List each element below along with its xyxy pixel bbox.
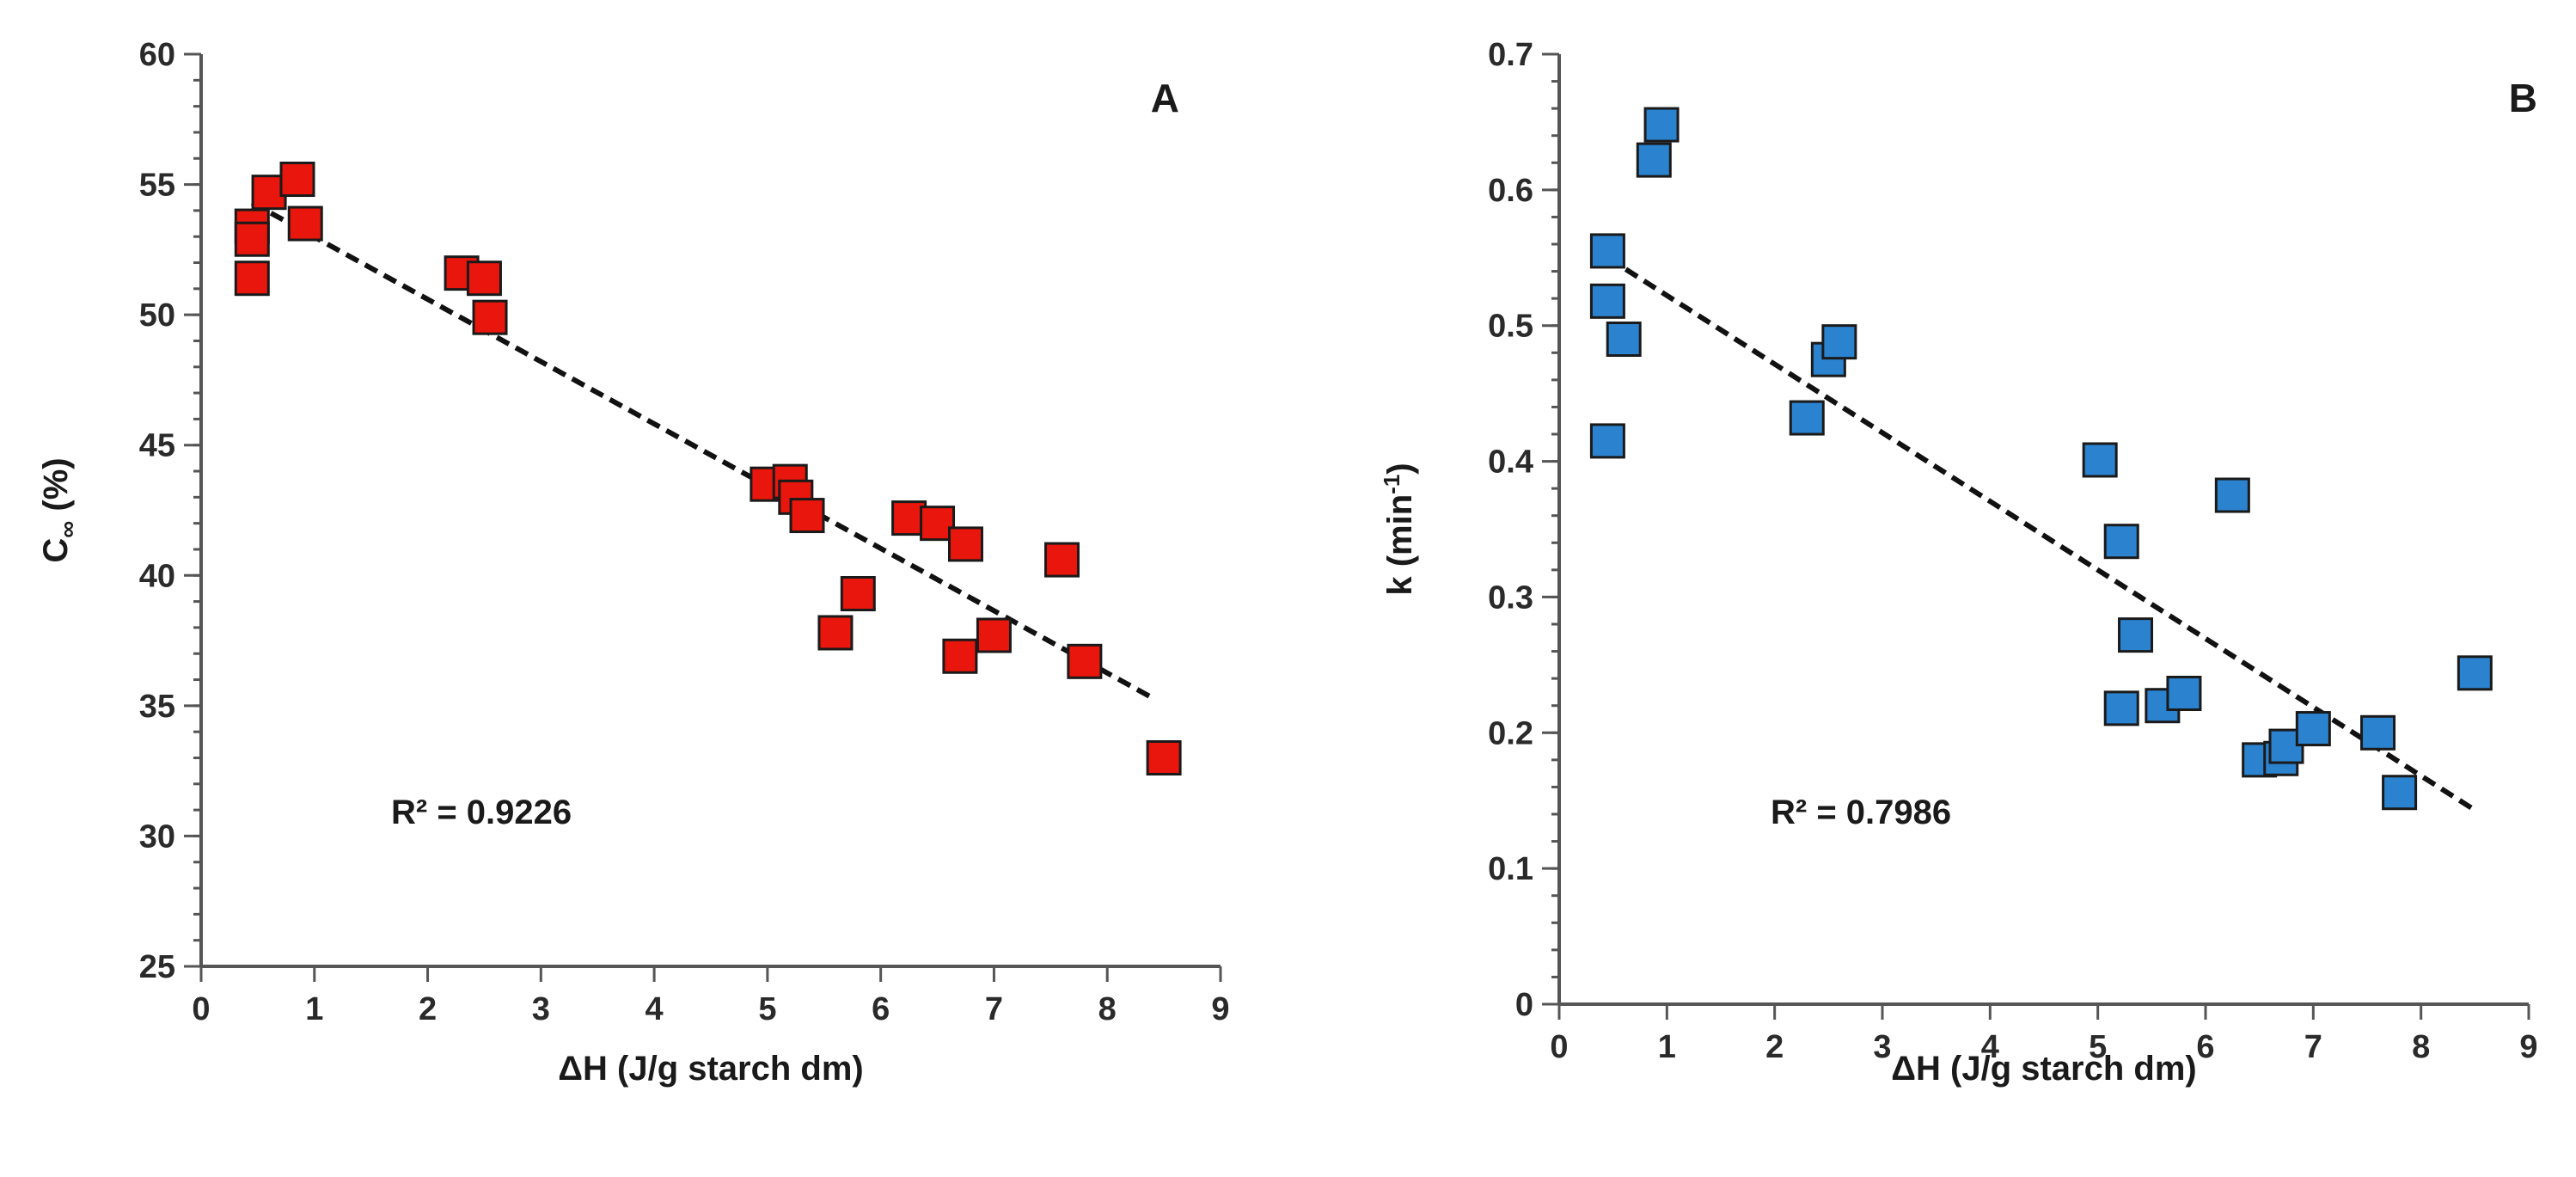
trend-line [1606, 255, 2476, 812]
data-point [1589, 233, 1625, 269]
y-tick-label: 25 [139, 949, 175, 985]
y-tick-label: 0 [1515, 987, 1533, 1023]
x-tick-label: 3 [532, 991, 550, 1027]
y-tick-label: 60 [139, 37, 175, 73]
data-point [2382, 775, 2418, 811]
y-tick-label: 35 [139, 689, 175, 725]
data-point [472, 299, 508, 335]
x-tick-label: 1 [1658, 1029, 1676, 1065]
y-tick-label: 0.1 [1488, 851, 1533, 887]
data-point [1589, 423, 1625, 459]
y-tick-label: 0.4 [1488, 444, 1533, 481]
y-tick-label: 0.5 [1488, 309, 1533, 345]
data-point [2103, 690, 2139, 726]
y-axis-title-unit: ) [1381, 463, 1419, 474]
data-point [2457, 655, 2493, 691]
y-axis-title-main: k (min [1381, 494, 1419, 596]
data-point [1044, 542, 1080, 578]
data-point [2118, 617, 2154, 653]
panel-label: B [2509, 76, 2537, 120]
data-point [2214, 477, 2250, 513]
data-point [279, 162, 315, 198]
y-axis-title-unit: (%) [37, 457, 75, 520]
x-tick-label: 9 [1211, 991, 1229, 1027]
y-axis-title-superscript: -1 [1379, 475, 1404, 494]
data-point [1606, 322, 1642, 357]
data-point [2166, 676, 2202, 712]
y-axis-title-subscript: ∞ [54, 521, 81, 538]
x-tick-label: 8 [2412, 1029, 2430, 1065]
x-axis-title: ΔH (J/g starch dm) [1891, 1050, 2196, 1088]
data-point [942, 638, 978, 674]
data-point [2103, 524, 2139, 560]
y-tick-label: 40 [139, 558, 175, 594]
x-tick-label: 6 [2196, 1029, 2214, 1065]
data-point [948, 526, 983, 562]
x-tick-label: 7 [2304, 1029, 2322, 1065]
data-point [1146, 739, 1182, 775]
x-tick-label: 2 [1765, 1029, 1784, 1065]
data-point [817, 615, 854, 651]
x-tick-label: 5 [2089, 1029, 2107, 1065]
data-point [1067, 643, 1103, 679]
y-tick-label: 0.7 [1488, 37, 1533, 73]
data-point [2295, 711, 2331, 747]
y-tick-label: 50 [139, 297, 175, 334]
x-tick-label: 4 [1981, 1029, 1999, 1065]
x-tick-label: 9 [2519, 1029, 2537, 1065]
x-tick-label: 7 [985, 991, 1003, 1027]
data-point [287, 205, 323, 242]
data-point [466, 261, 502, 297]
data-point [789, 498, 825, 534]
r-squared-label: R² = 0.7986 [1771, 794, 1951, 831]
x-tick-label: 1 [305, 991, 323, 1027]
data-point [1589, 283, 1625, 319]
data-point [1789, 400, 1825, 436]
x-tick-label: 0 [1550, 1029, 1568, 1065]
x-tick-label: 4 [646, 991, 664, 1027]
x-tick-label: 3 [1873, 1029, 1891, 1065]
data-point [976, 617, 1012, 653]
data-point [1643, 107, 1680, 143]
y-tick-label: 0.3 [1488, 579, 1533, 616]
x-tick-label: 2 [419, 991, 437, 1027]
y-axis-title-main: C [37, 538, 75, 563]
y-tick-label: 0.6 [1488, 173, 1533, 209]
data-point [2360, 714, 2396, 751]
data-point [840, 576, 876, 612]
panel-label: A [1151, 76, 1179, 120]
y-tick-label: 0.2 [1488, 715, 1533, 751]
y-axis-title: k (min-1) [1379, 463, 1419, 595]
data-point [1636, 142, 1672, 178]
x-tick-label: 5 [758, 991, 776, 1027]
x-tick-label: 0 [192, 991, 210, 1027]
y-axis-title: C∞ (%) [37, 457, 81, 562]
data-point [1821, 324, 1857, 360]
y-tick-label: 55 [139, 168, 175, 204]
x-tick-label: 8 [1098, 991, 1117, 1027]
y-tick-label: 30 [139, 818, 175, 855]
data-point [234, 221, 270, 257]
data-point [2082, 442, 2118, 478]
r-squared-label: R² = 0.9226 [391, 794, 572, 831]
x-tick-label: 6 [872, 991, 890, 1027]
data-point [234, 261, 270, 297]
y-tick-label: 45 [139, 428, 175, 464]
chart-panel-b: 0 0.1 0.2 0.3 0.4 0.5 0.6 0.7 0 1 2 3 4 5 6 7 8 9 ΔH (J/g … [1379, 37, 2538, 1088]
x-axis-title: ΔH (J/g starch dm) [558, 1050, 863, 1088]
trend-line [250, 200, 1154, 701]
